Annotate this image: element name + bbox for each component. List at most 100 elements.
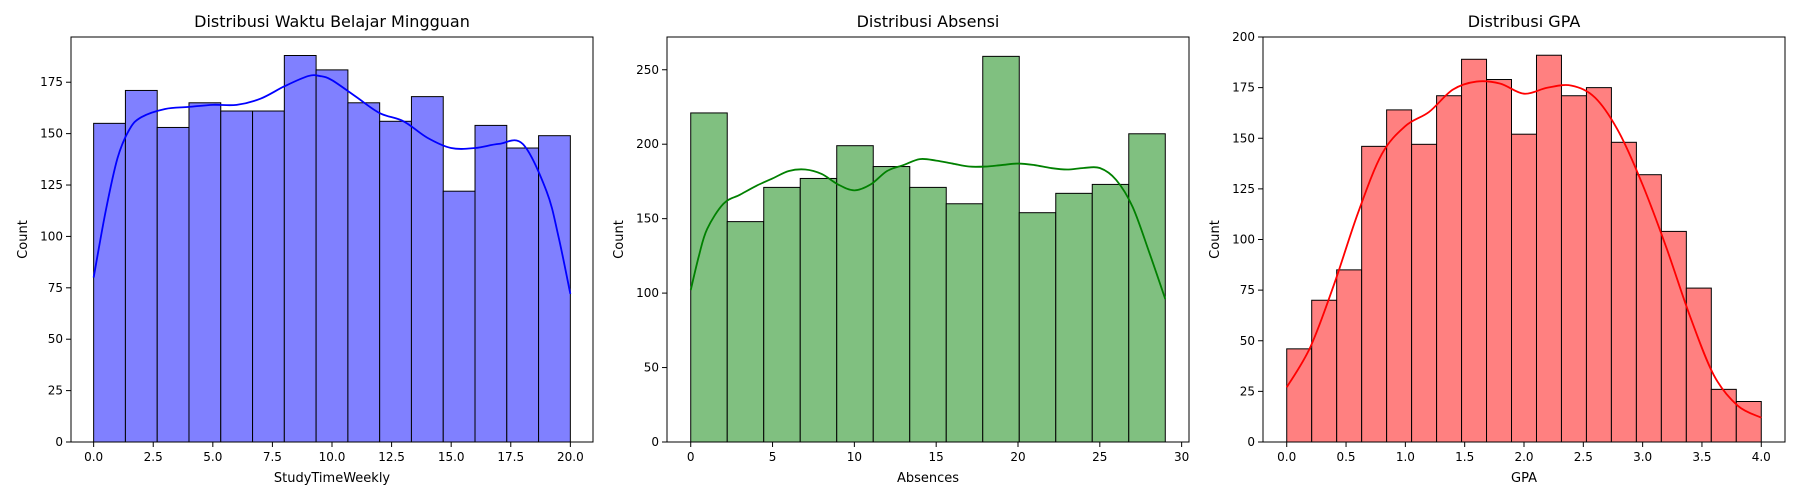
x-tick-label: 15.0 [438,450,465,464]
y-tick-label: 200 [636,137,659,151]
histogram-bar [1710,388,1737,443]
histogram-bars [690,55,1166,443]
histogram-bar [1336,269,1363,443]
histogram-bar [1560,95,1587,443]
x-tick-label: 1.5 [1455,450,1474,464]
chart-title: Distribusi GPA [1468,12,1581,31]
histogram-bar [1660,230,1687,443]
y-axis-ticks: 0 25 50 75 100 125 150 175 [40,75,71,449]
x-tick-label: 5 [769,450,777,464]
y-tick-label: 25 [48,384,63,398]
histogram-bar [1635,174,1662,443]
x-axis-ticks: 0.0 2.5 5.0 7.5 10.0 12.5 15.0 17.5 20.0 [84,442,584,464]
x-tick-label: 4.0 [1752,450,1771,464]
y-axis-ticks: 0 25 50 75 100 125 150 175 200 [1232,30,1263,449]
histogram-bar [220,110,254,443]
histogram-bar [410,96,444,443]
histogram-bar [1055,192,1093,443]
y-axis-label: Count [612,220,627,259]
y-tick-label: 100 [1232,233,1255,247]
histogram-bar [872,166,911,443]
x-axis-label: GPA [1511,471,1537,486]
x-tick-label: 30 [1174,450,1189,464]
y-tick-label: 0 [55,435,63,449]
chart-panel-study-time: 0.0 2.5 5.0 7.5 10.0 12.5 15.0 17.5 20.0 0 25 50 75… [16,12,594,486]
histogram-bars [93,55,571,443]
chart-title: Distribusi Absensi [857,12,1000,31]
histogram-bar [1128,133,1166,443]
y-tick-label: 175 [1232,81,1255,95]
histogram-bar [188,102,222,443]
x-tick-label: 10.0 [319,450,346,464]
x-tick-label: 0.0 [1277,450,1296,464]
histogram-bar [1436,95,1463,443]
histogram-bar [1386,109,1413,443]
histogram-bar [1286,348,1313,443]
histogram-bar [93,122,126,443]
histogram-bar [347,102,381,443]
x-tick-label: 10 [847,450,862,464]
histogram-bar [1311,299,1338,443]
x-tick-label: 0.5 [1336,450,1355,464]
axes-frame [666,36,1190,443]
kde-curve [1285,80,1762,419]
y-tick-label: 50 [1240,334,1255,348]
chart-panel-gpa: 0.0 0.5 1.0 1.5 2.0 2.5 3.0 3.5 4.0 0 25 50 75 100 12… [1208,12,1786,486]
x-axis-label: Absences [897,471,959,486]
histogram-bar [690,112,728,443]
histogram-bar [315,69,349,443]
y-axis-ticks: 0 50 100 150 200 250 [636,63,667,449]
x-axis-ticks: 0 5 10 15 20 25 30 [687,442,1189,464]
histogram-bar [442,190,476,443]
histogram-bar [506,147,540,443]
histogram-bar [1018,212,1057,443]
kde-curve [92,74,572,295]
x-axis-label: StudyTimeWeekly [274,471,391,486]
histogram-bar [1610,141,1637,443]
histogram-bar [379,120,412,443]
histogram-bar [1461,58,1488,443]
histogram-bar [763,186,801,443]
y-tick-label: 50 [48,332,63,346]
histogram-bar [252,110,285,443]
x-tick-label: 5.0 [203,450,222,464]
y-tick-label: 50 [644,361,659,375]
x-tick-label: 0 [687,450,695,464]
y-tick-label: 75 [1240,283,1255,297]
y-tick-label: 250 [636,63,659,77]
x-tick-label: 20 [1010,450,1025,464]
x-tick-label: 25 [1092,450,1107,464]
x-tick-label: 1.0 [1396,450,1415,464]
y-tick-label: 150 [636,212,659,226]
y-tick-label: 100 [636,286,659,300]
x-tick-label: 7.5 [263,450,282,464]
histogram-bar [474,124,508,443]
kde-curve [689,158,1167,300]
chart-title: Distribusi Waktu Belajar Mingguan [194,12,470,31]
x-tick-label: 15 [929,450,944,464]
y-tick-label: 100 [40,229,63,243]
histogram-bar [1511,133,1537,443]
x-tick-label: 20.0 [557,450,584,464]
y-tick-label: 0 [651,435,659,449]
y-tick-label: 75 [48,281,63,295]
histogram-bar [156,126,190,443]
x-tick-label: 2.5 [144,450,163,464]
x-tick-label: 3.5 [1692,450,1711,464]
y-axis-label: Count [1208,220,1223,259]
histogram-bar [124,89,158,443]
histogram-bar [1486,79,1513,443]
y-tick-label: 150 [1232,131,1255,145]
chart-panel-absences: 0 5 10 15 20 25 30 0 50 100 150 200 250 Distribusi … [612,12,1190,486]
histogram-bar [1361,145,1388,443]
histogram-bar [726,221,765,443]
x-axis-ticks: 0.0 0.5 1.0 1.5 2.0 2.5 3.0 3.5 4.0 [1277,442,1771,464]
histogram-bar [1091,183,1130,443]
y-tick-label: 175 [40,75,63,89]
x-tick-label: 17.5 [497,450,524,464]
histogram-bar [1585,87,1612,443]
y-tick-label: 200 [1232,30,1255,44]
x-tick-label: 12.5 [378,450,405,464]
histogram-bar [909,186,947,443]
